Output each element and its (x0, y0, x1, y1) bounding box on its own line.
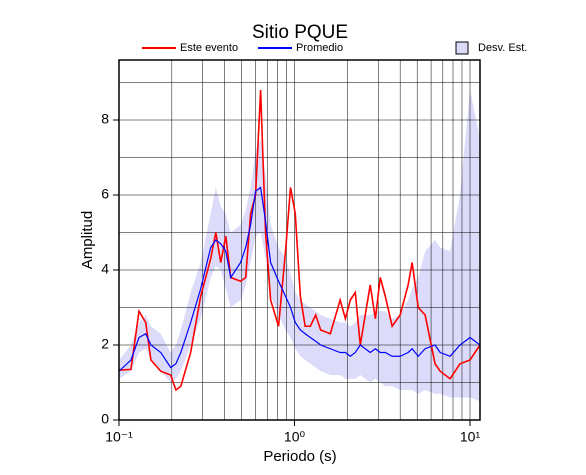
x-axis-label: Periodo (s) (263, 448, 336, 465)
y-tick-label: 8 (101, 111, 109, 127)
series-line (118, 186, 481, 372)
y-axis-label: Amplitud (79, 211, 96, 269)
std-band (119, 90, 480, 402)
chart-title: Sitio PQUE (252, 22, 348, 43)
legend-label: Promedio (296, 42, 343, 54)
series-line (118, 89, 481, 392)
x-tick-label: 10⁻¹ (105, 429, 133, 445)
legend-swatch (455, 41, 469, 55)
plot-frame (118, 59, 481, 421)
legend-label: Este evento (180, 42, 238, 54)
y-tick-label: 4 (101, 261, 109, 277)
y-tick-label: 6 (101, 186, 109, 202)
y-tick-label: 2 (101, 336, 109, 352)
x-tick-label: 10⁰ (284, 429, 306, 445)
legend-label: Desv. Est. (478, 42, 527, 54)
y-tick-label: 0 (101, 411, 109, 427)
x-tick-label: 10¹ (460, 429, 481, 445)
